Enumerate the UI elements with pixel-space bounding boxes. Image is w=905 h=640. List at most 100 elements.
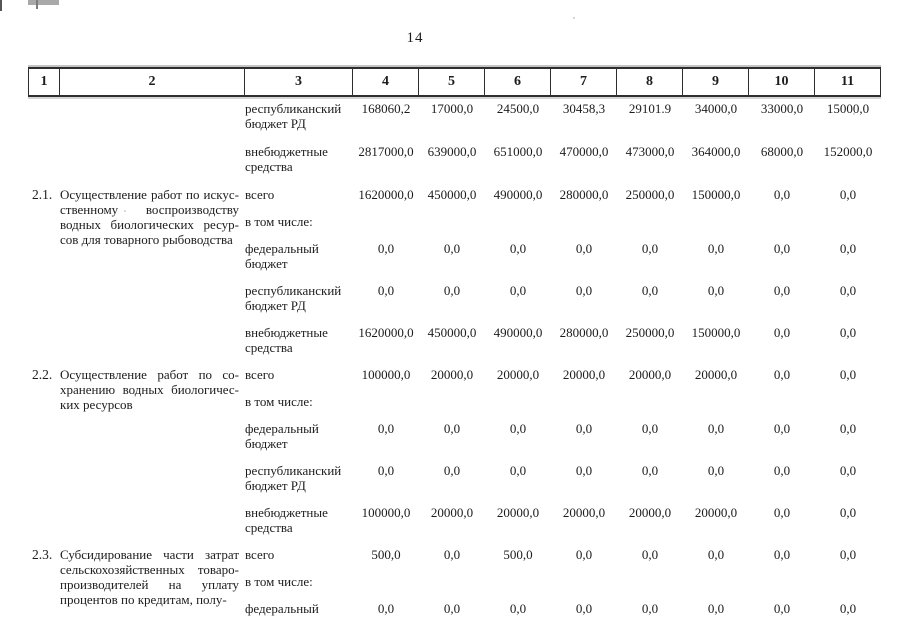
value-cell: 0,0	[575, 601, 593, 616]
value-cell: 20000,0	[430, 367, 474, 382]
value-cell: 0,0	[773, 421, 791, 436]
value-cell: 20000,0	[562, 367, 606, 382]
value-cell: 0,0	[377, 601, 395, 616]
table-row: в том числе:	[245, 574, 881, 589]
value-cell: 0,0	[707, 421, 725, 436]
value-cell: 0,0	[641, 463, 659, 478]
budget-type-label: республиканский бюджет РД	[245, 101, 342, 131]
table-header-cell: 3	[245, 69, 353, 95]
value-cell: 0,0	[575, 547, 593, 562]
table-row: в том числе:	[245, 214, 881, 229]
scan-speck	[124, 210, 126, 212]
budget-type-label: всего	[245, 367, 275, 382]
value-cell: 68000,0	[760, 144, 804, 159]
value-cell: 0,0	[707, 547, 725, 562]
page-number: 14	[406, 30, 424, 46]
value-cell: 20000,0	[694, 505, 738, 520]
value-cell: 168060,2	[361, 101, 411, 116]
table-row: внебюджетные средства 1620000,0 450000,0 4…	[245, 325, 881, 355]
value-cell: 0,0	[707, 601, 725, 616]
value-cell: 20000,0	[562, 505, 606, 520]
scan-artifact-tick	[36, 0, 38, 9]
group-rows: республиканский бюджет РД 168060,2 17000,…	[245, 101, 881, 187]
value-cell: 364000,0	[691, 144, 741, 159]
value-cell: 0,0	[509, 283, 527, 298]
value-cell: 20000,0	[496, 367, 540, 382]
table-header-cell: 9	[683, 69, 749, 95]
table-row: федеральный бюджет 0,0 0,0 0,0 0,0 0,0 0,0 0,0…	[245, 421, 881, 451]
budget-type-label: всего	[245, 547, 275, 562]
value-cell: 0,0	[707, 283, 725, 298]
value-cell: 0,0	[773, 601, 791, 616]
value-cell: 30458,3	[562, 101, 606, 116]
measure-name-line: ственному воспроизводству	[60, 202, 239, 217]
value-cell: 20000,0	[430, 505, 474, 520]
value-cell: 470000,0	[559, 144, 609, 159]
value-cell: 651000,0	[493, 144, 543, 159]
table-body: республиканский бюджет РД 168060,2 17000,…	[28, 97, 881, 628]
budget-type-label: федеральный бюджет	[245, 421, 319, 451]
budget-type-label: в том числе:	[245, 214, 313, 229]
value-cell: 0,0	[839, 547, 857, 562]
budget-type-label: в том числе:	[245, 574, 313, 589]
table-row-group: 2.2. Осуществление работ по со-хранению …	[28, 367, 881, 547]
value-cell: 0,0	[773, 463, 791, 478]
table-row: всего 100000,0 20000,0 20000,0 20000,0 20000…	[245, 367, 881, 382]
value-cell: 0,0	[377, 463, 395, 478]
measure-name-line: процентов по кредитам, полу-	[60, 592, 227, 607]
value-cell: 15000,0	[826, 101, 870, 116]
table-header-cell: 11	[815, 69, 881, 95]
table-header-cell: 2	[60, 69, 245, 95]
value-cell: 1620000,0	[358, 325, 414, 340]
value-cell: 639000,0	[427, 144, 477, 159]
table-row-group: республиканский бюджет РД 168060,2 17000,…	[28, 101, 881, 187]
table-header-cell: 1	[28, 69, 60, 95]
value-cell: 0,0	[575, 463, 593, 478]
row-number: 2.1.	[32, 187, 53, 202]
value-cell: 34000,0	[694, 101, 738, 116]
value-cell: 0,0	[839, 187, 857, 202]
table-header-cell: 6	[485, 69, 551, 95]
value-cell: 0,0	[377, 241, 395, 256]
scan-speck	[853, 113, 855, 115]
measure-name: Осуществление работ по со-хранению водны…	[60, 367, 245, 412]
value-cell: 24500,0	[496, 101, 540, 116]
value-cell: 0,0	[773, 505, 791, 520]
budget-type-label: внебюджетные средства	[245, 505, 328, 535]
value-cell: 0,0	[509, 421, 527, 436]
value-cell: 0,0	[839, 421, 857, 436]
budget-type-label: всего	[245, 187, 275, 202]
value-cell: 29101.9	[628, 101, 672, 116]
measure-name-line: Осуществление работ по искус-	[60, 187, 239, 202]
measure-name-line: сельскохозяйственных товаро-	[60, 562, 239, 577]
table-row: федеральный 0,0 0,0 0,0 0,0 0,0 0,0 0,0 0,0	[245, 601, 881, 616]
table-row: всего 1620000,0 450000,0 490000,0 280000,0 2…	[245, 187, 881, 202]
value-cell: 0,0	[839, 241, 857, 256]
group-rows: всего 500,0 0,0 500,0 0,0 0,0 0,0 0,0 0,0 в том…	[245, 547, 881, 628]
scan-artifact-bar	[28, 0, 59, 5]
table-header-cell: 4	[353, 69, 419, 95]
value-cell: 0,0	[575, 241, 593, 256]
value-cell: 17000,0	[430, 101, 474, 116]
value-cell: 280000,0	[559, 187, 609, 202]
value-cell: 150000,0	[691, 187, 741, 202]
value-cell: 100000,0	[361, 505, 411, 520]
value-cell: 0,0	[443, 601, 461, 616]
value-cell: 0,0	[839, 601, 857, 616]
measure-name: Субсидирование части затрат сельскохозяйс…	[60, 547, 245, 607]
value-cell: 33000,0	[760, 101, 804, 116]
table-header-cell: 10	[749, 69, 815, 95]
value-cell: 280000,0	[559, 325, 609, 340]
group-rows: всего 100000,0 20000,0 20000,0 20000,0 20000…	[245, 367, 881, 547]
row-number: 2.2.	[32, 367, 53, 382]
row-number: 2.3.	[32, 547, 53, 562]
table-header-cell: 8	[617, 69, 683, 95]
value-cell: 500,0	[503, 547, 533, 562]
table-header-cell: 7	[551, 69, 617, 95]
value-cell: 490000,0	[493, 325, 543, 340]
value-cell: 450000,0	[427, 325, 477, 340]
value-cell: 20000,0	[694, 367, 738, 382]
value-cell: 0,0	[707, 463, 725, 478]
value-cell: 490000,0	[493, 187, 543, 202]
value-cell: 0,0	[707, 241, 725, 256]
